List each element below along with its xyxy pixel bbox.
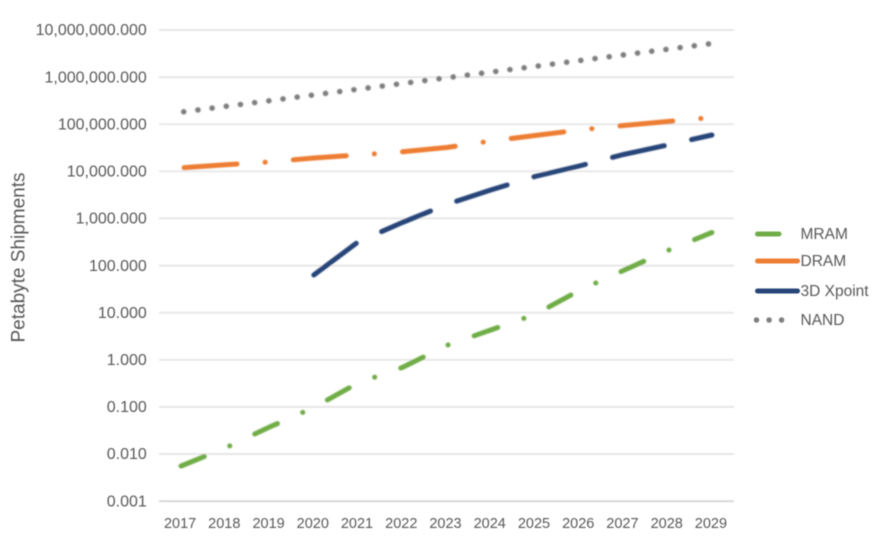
svg-text:2026: 2026 [562, 516, 594, 532]
svg-text:1,000,000.000: 1,000,000.000 [44, 69, 146, 86]
svg-text:2020: 2020 [297, 516, 329, 532]
svg-text:0.010: 0.010 [107, 446, 147, 463]
svg-text:1,000.000: 1,000.000 [76, 211, 147, 228]
svg-text:2025: 2025 [518, 516, 550, 532]
svg-text:1.000: 1.000 [107, 352, 147, 369]
svg-text:100.000: 100.000 [89, 258, 147, 275]
svg-text:2022: 2022 [385, 516, 417, 532]
svg-text:2018: 2018 [208, 516, 240, 532]
svg-text:DRAM: DRAM [801, 253, 847, 270]
svg-text:10,000.000: 10,000.000 [67, 164, 147, 181]
svg-text:0.001: 0.001 [107, 493, 147, 510]
svg-text:10,000,000.000: 10,000,000.000 [36, 22, 147, 39]
svg-text:MRAM: MRAM [801, 226, 848, 243]
svg-text:2019: 2019 [252, 516, 284, 532]
svg-text:2023: 2023 [429, 516, 461, 532]
svg-text:2017: 2017 [164, 516, 196, 532]
svg-text:100,000.000: 100,000.000 [58, 116, 147, 133]
svg-text:2029: 2029 [695, 516, 727, 532]
svg-text:2027: 2027 [606, 516, 638, 532]
svg-text:2024: 2024 [474, 516, 506, 532]
svg-text:10.000: 10.000 [98, 305, 147, 322]
svg-text:NAND: NAND [801, 312, 845, 329]
svg-text:3D Xpoint: 3D Xpoint [801, 283, 870, 300]
svg-text:Petabyte Shipments: Petabyte Shipments [9, 172, 30, 342]
svg-text:2028: 2028 [651, 516, 683, 532]
svg-text:2021: 2021 [341, 516, 373, 532]
svg-text:0.100: 0.100 [107, 399, 147, 416]
